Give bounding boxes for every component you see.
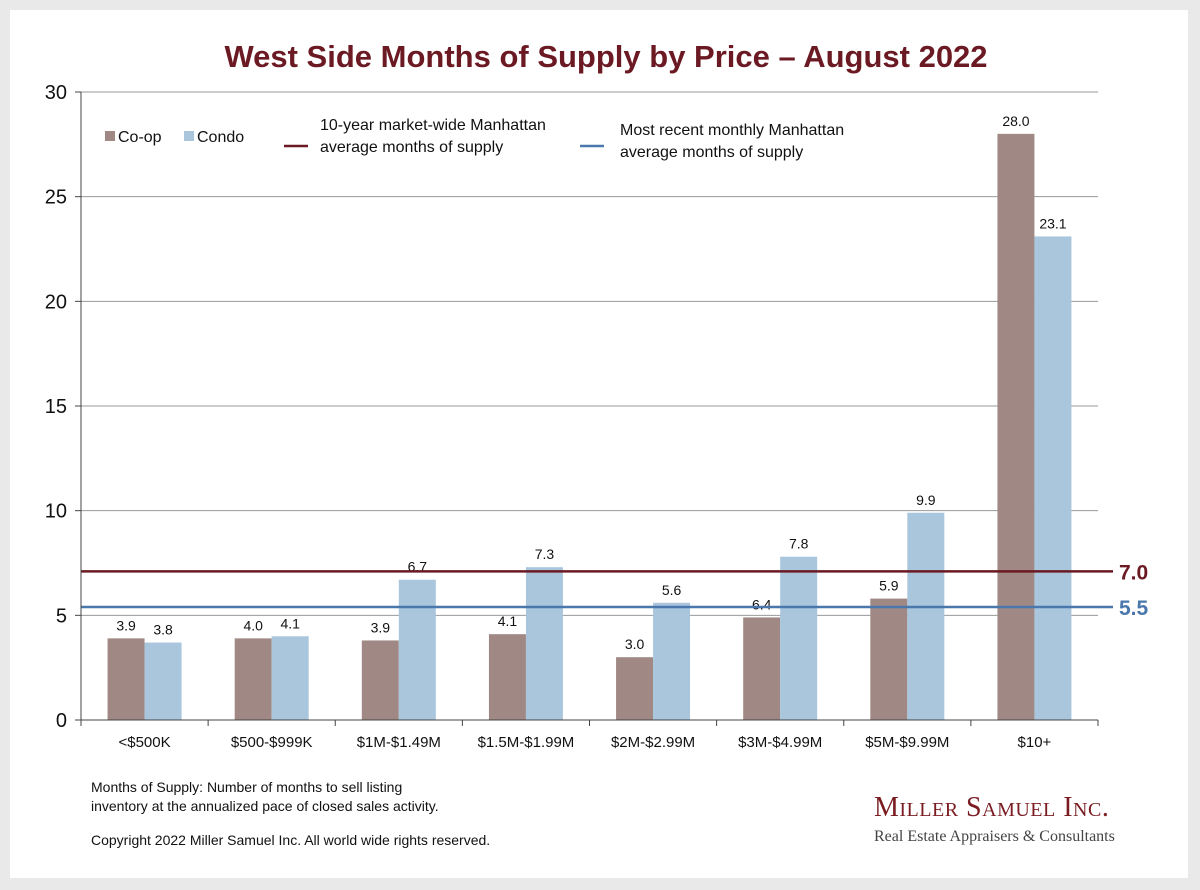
condo-bar: [525, 567, 563, 720]
coop-bar: [743, 617, 781, 720]
condo-bar: [144, 642, 182, 720]
note-line-1: Months of Supply: Number of months to se…: [91, 779, 403, 795]
coop-data-label: 3.9: [371, 619, 391, 635]
coop-bar: [870, 598, 908, 720]
condo-data-label: 4.1: [280, 615, 300, 631]
y-tick-label: 15: [45, 396, 67, 418]
coop-data-label: 28.0: [1002, 113, 1029, 129]
y-tick-label: 5: [56, 605, 67, 627]
y-tick-label: 25: [45, 187, 67, 209]
x-tick-label: $3M-$4.99M: [738, 734, 822, 751]
condo-data-label: 3.8: [153, 622, 173, 638]
bars: 3.9 4.0 3.9 4.13.06.45.928.03.8 4.16.77.35.6…: [107, 113, 1072, 720]
condo-data-label: 5.6: [662, 582, 682, 598]
condo-legend-swatch: [184, 131, 194, 141]
condo-bar: [271, 636, 309, 720]
condo-bar: [653, 602, 691, 720]
coop-bar: [616, 657, 654, 720]
x-tick-label: $5M-$9.99M: [865, 734, 949, 751]
coop-legend-swatch: [105, 131, 115, 141]
x-tick-label: $1.5M-$1.99M: [478, 734, 575, 751]
recent-average-legend-label: average months of supply: [620, 144, 803, 161]
gridlines: [81, 91, 1098, 616]
condo-data-label: 7.8: [789, 536, 809, 552]
condo-legend-label: Condo: [197, 129, 244, 146]
chart-card: West Side Months of Supply by Price – Au…: [10, 10, 1188, 878]
axes: 0 5 10 15 20 25 30 <$500K $500-$999K $1M-$1.49M $1…: [45, 82, 1099, 751]
coop-data-label: 4.0: [243, 617, 263, 633]
coop-data-label: 6.4: [752, 596, 772, 612]
condo-bar: [398, 579, 436, 720]
coop-bar: [997, 133, 1035, 720]
condo-bar: [1034, 236, 1072, 720]
condo-data-label: 7.3: [535, 546, 555, 562]
y-tick-label: 10: [45, 501, 67, 523]
coop-legend-label: Co-op: [118, 129, 162, 146]
coop-data-label: 3.0: [625, 636, 645, 652]
recent-average-label: 5.5: [1119, 597, 1149, 620]
company-logo: Miller Samuel Inc. Real Estate Appraiser…: [874, 792, 1144, 846]
y-tick-label: 20: [45, 291, 67, 313]
coop-data-label: 5.9: [879, 578, 899, 594]
coop-bar: [488, 634, 526, 720]
y-tick-label: 0: [56, 710, 67, 732]
condo-data-label: 23.1: [1039, 215, 1066, 231]
logo-name: Miller Samuel Inc.: [874, 792, 1110, 823]
x-tick-label: $10+: [1018, 734, 1052, 751]
condo-bar: [907, 512, 945, 720]
recent-average-legend-label: Most recent monthly Manhattan: [620, 122, 844, 139]
x-tick-label: <$500K: [118, 734, 170, 751]
coop-data-label: 3.9: [116, 617, 136, 633]
copyright-text: Copyright 2022 Miller Samuel Inc. All wo…: [91, 832, 491, 848]
coop-bar: [107, 638, 145, 720]
coop-bar: [361, 640, 399, 720]
x-tick-label: $500-$999K: [231, 734, 313, 751]
logo-tagline: Real Estate Appraisers & Consultants: [874, 828, 1115, 845]
coop-bar: [234, 638, 272, 720]
ten-year-average-legend-label: average months of supply: [320, 139, 503, 156]
chart: West Side Months of Supply by Price – Au…: [45, 39, 1149, 751]
condo-bar: [780, 556, 818, 720]
legend: Co-op Condo 10-year market-wide Manhattan a…: [105, 117, 844, 161]
ten-year-average-legend-label: 10-year market-wide Manhattan: [320, 117, 546, 134]
reference-lines: 7.0 5.5: [81, 561, 1149, 620]
condo-data-label: 9.9: [916, 492, 936, 508]
x-tick-label: $1M-$1.49M: [357, 734, 441, 751]
ten-year-average-label: 7.0: [1119, 561, 1148, 584]
months-of-supply-note: Months of Supply: Number of months to se…: [91, 778, 439, 816]
x-tick-label: $2M-$2.99M: [611, 734, 695, 751]
y-tick-label: 30: [45, 82, 67, 104]
coop-data-label: 4.1: [498, 613, 518, 629]
chart-title: West Side Months of Supply by Price – Au…: [224, 39, 987, 74]
note-line-2: inventory at the annualized pace of clos…: [91, 798, 439, 814]
